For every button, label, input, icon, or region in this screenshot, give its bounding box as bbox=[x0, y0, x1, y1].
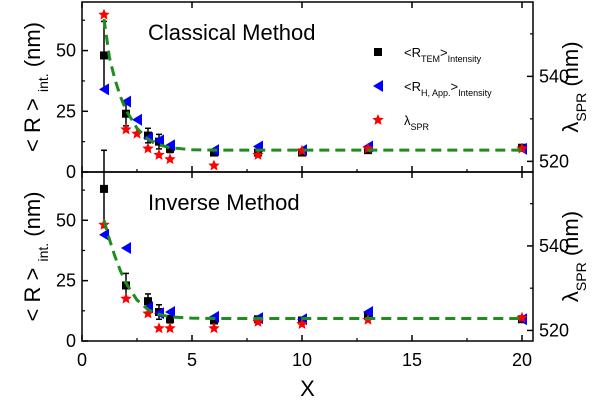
triangle-marker bbox=[363, 306, 373, 319]
x-axis-label: X bbox=[300, 376, 315, 401]
fit-line bbox=[102, 219, 522, 320]
triangle-marker bbox=[165, 139, 175, 152]
star-marker bbox=[208, 159, 220, 171]
star-marker bbox=[252, 149, 264, 160]
x-tick-label: 20 bbox=[512, 350, 532, 370]
y2-tick-label: 520 bbox=[539, 320, 569, 340]
square-marker bbox=[122, 109, 130, 118]
star-marker bbox=[372, 114, 384, 125]
y2-axis-label: λSPR (nm) bbox=[558, 211, 589, 302]
star-marker bbox=[164, 322, 176, 334]
triangle-marker bbox=[154, 134, 164, 147]
triangle-marker bbox=[99, 83, 109, 96]
square-marker bbox=[210, 316, 218, 325]
star-marker bbox=[208, 322, 220, 334]
panel-title: Inverse Method bbox=[148, 190, 300, 215]
triangle-marker bbox=[132, 113, 142, 126]
y2-tick-label: 540 bbox=[539, 66, 569, 86]
star-marker bbox=[142, 142, 154, 154]
y-tick-label: 25 bbox=[56, 271, 76, 291]
legend-entry: λSPR bbox=[404, 113, 430, 132]
y-tick-label: 25 bbox=[56, 101, 76, 121]
plot-frame bbox=[81, 171, 534, 342]
square-marker bbox=[166, 144, 174, 153]
triangle-marker bbox=[99, 228, 109, 241]
star-marker bbox=[120, 123, 132, 135]
star-marker bbox=[142, 307, 154, 319]
panel-classical-method: 0 25 50 520 540 Classical Method < R > int. (n… bbox=[20, 1, 589, 182]
panel-inverse-method: 0 25 50 520 540 Inverse Method < R > int. (nm)… bbox=[20, 149, 589, 351]
triangle-marker bbox=[209, 310, 219, 323]
star-marker bbox=[296, 318, 308, 329]
y-tick-label: 50 bbox=[56, 41, 76, 61]
y2-tick-label: 520 bbox=[539, 151, 569, 171]
panel-title: Classical Method bbox=[148, 20, 316, 45]
star-marker bbox=[164, 153, 176, 165]
star-marker bbox=[153, 322, 165, 334]
star-marker bbox=[252, 316, 264, 327]
y-tick-label: 50 bbox=[56, 210, 76, 230]
triangle-marker bbox=[165, 306, 175, 319]
y-tick-label: 0 bbox=[66, 162, 76, 182]
y2-tick-label: 540 bbox=[539, 236, 569, 256]
fit-line bbox=[102, 18, 522, 152]
square-marker bbox=[100, 51, 108, 60]
star-marker bbox=[296, 144, 308, 156]
y2-axis-label: λSPR (nm) bbox=[558, 41, 589, 132]
legend-triangle-marker bbox=[373, 80, 383, 92]
x-tick-label: 10 bbox=[292, 350, 312, 370]
square-marker bbox=[100, 184, 108, 193]
y-axis-label: < R > int. (nm) bbox=[20, 192, 51, 322]
x-tick-label: 5 bbox=[187, 350, 197, 370]
legend-entry: <RH, App.>Intensity bbox=[404, 79, 492, 98]
square-marker bbox=[166, 315, 174, 324]
y-tick-label: 0 bbox=[66, 331, 76, 351]
legend-entry: <RTEM>Intensity bbox=[404, 45, 482, 64]
x-tick-label: 15 bbox=[402, 350, 422, 370]
shared-axis-labels: 0 5 10 15 20 X bbox=[77, 350, 532, 401]
triangle-marker bbox=[121, 242, 131, 255]
star-marker bbox=[131, 127, 143, 139]
y-axis-label: < R > int. (nm) bbox=[20, 22, 51, 152]
legend-square-marker bbox=[374, 48, 382, 56]
triangle-marker bbox=[121, 95, 131, 108]
square-marker bbox=[144, 297, 152, 306]
star-marker bbox=[120, 292, 132, 304]
x-tick-label: 0 bbox=[77, 350, 87, 370]
star-marker bbox=[153, 149, 165, 160]
star-marker bbox=[98, 8, 110, 20]
